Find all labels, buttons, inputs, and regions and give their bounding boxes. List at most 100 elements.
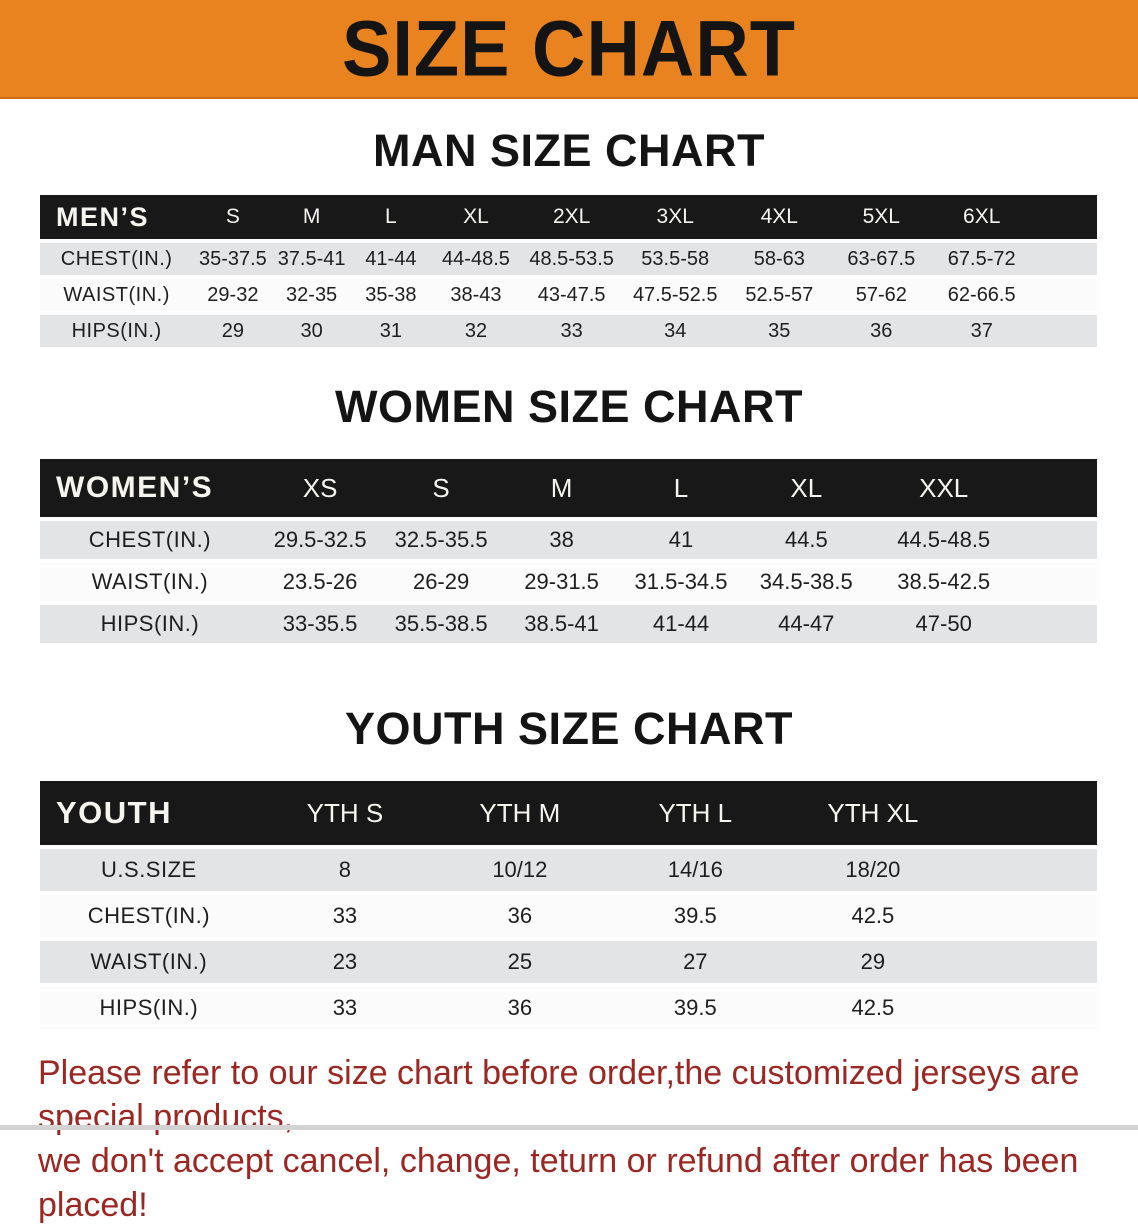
size-value: 30 <box>272 315 351 347</box>
row-label: WAIST(IN.) <box>40 941 258 983</box>
size-value: 31.5-34.5 <box>621 563 741 601</box>
size-value: 35-38 <box>350 279 432 311</box>
size-value: 8 <box>257 849 433 891</box>
spacer-cell <box>1031 195 1097 239</box>
size-value: 47.5-52.5 <box>622 279 729 311</box>
table-row: U.S.SIZE 8 10/12 14/16 18/20 <box>40 849 1097 891</box>
disclaimer-line: we don't accept cancel, change, teturn o… <box>38 1142 1079 1224</box>
size-chart-banner: SIZE CHART <box>0 0 1138 99</box>
row-label: CHEST(IN.) <box>40 521 260 559</box>
column-header: XL <box>431 195 521 239</box>
size-value: 41-44 <box>350 243 432 275</box>
column-header: L <box>350 195 432 239</box>
size-value: 41-44 <box>621 605 741 643</box>
row-label: HIPS(IN.) <box>40 605 260 643</box>
table-row: WAIST(IN.) 29-32 32-35 35-38 38-43 43-47.5 47.… <box>40 279 1097 311</box>
size-value: 29-32 <box>193 279 273 311</box>
size-value: 34 <box>622 315 729 347</box>
spacer-cell <box>1015 605 1097 643</box>
size-value: 38.5-41 <box>501 605 622 643</box>
size-value: 63-67.5 <box>830 243 933 275</box>
size-value: 38.5-42.5 <box>871 563 1016 601</box>
spacer-cell <box>1031 315 1097 347</box>
row-label: CHEST(IN.) <box>40 243 194 275</box>
order-disclaimer: Please refer to our size chart before or… <box>38 1051 1118 1227</box>
column-header: 5XL <box>830 195 933 239</box>
column-header: XS <box>259 459 381 517</box>
size-value: 29.5-32.5 <box>259 521 381 559</box>
size-value: 36 <box>432 895 608 937</box>
header-row: MEN’S S M L XL 2XL 3XL 4XL 5XL 6XL <box>40 195 1097 239</box>
size-value: 29 <box>783 941 963 983</box>
size-value: 62-66.5 <box>932 279 1032 311</box>
banner-title: SIZE CHART <box>342 4 796 93</box>
column-header: XL <box>740 459 872 517</box>
spacer-cell <box>962 781 1097 845</box>
table-title: YOUTH <box>40 781 258 845</box>
spacer-cell <box>1015 459 1097 517</box>
size-value: 47-50 <box>871 605 1016 643</box>
size-value: 52.5-57 <box>728 279 831 311</box>
column-header: YTH S <box>257 781 433 845</box>
row-label: CHEST(IN.) <box>40 895 258 937</box>
size-value: 39.5 <box>607 987 784 1029</box>
spacer-cell <box>1031 279 1097 311</box>
bottom-edge-strip <box>0 1125 1138 1130</box>
size-value: 25 <box>432 941 608 983</box>
column-header: 6XL <box>932 195 1032 239</box>
size-value: 35 <box>728 315 831 347</box>
row-label: HIPS(IN.) <box>40 315 194 347</box>
size-value: 38-43 <box>431 279 521 311</box>
size-value: 36 <box>432 987 608 1029</box>
youth-size-table-wrap: YOUTH YTH S YTH M YTH L YTH XL U.S.SIZE 8 10/1… <box>40 777 1097 1033</box>
size-value: 48.5-53.5 <box>520 243 623 275</box>
size-value: 33 <box>520 315 623 347</box>
men-section-heading: MAN SIZE CHART <box>373 125 765 176</box>
spacer-cell <box>1015 563 1097 601</box>
men-size-table: MEN’S S M L XL 2XL 3XL 4XL 5XL 6XL CHEST(IN.) 35-3… <box>40 191 1097 351</box>
column-header: 4XL <box>728 195 831 239</box>
column-header: 3XL <box>622 195 729 239</box>
disclaimer-line: Please refer to our size chart before or… <box>38 1054 1080 1136</box>
table-row: CHEST(IN.) 35-37.5 37.5-41 41-44 44-48.5 48.5… <box>40 243 1097 275</box>
size-value: 57-62 <box>830 279 933 311</box>
size-value: 29-31.5 <box>501 563 622 601</box>
header-row: YOUTH YTH S YTH M YTH L YTH XL <box>40 781 1097 845</box>
size-value: 27 <box>607 941 784 983</box>
column-header: XXL <box>871 459 1016 517</box>
size-value: 29 <box>193 315 273 347</box>
row-label: WAIST(IN.) <box>40 279 194 311</box>
spacer-cell <box>962 895 1097 937</box>
size-value: 42.5 <box>783 895 963 937</box>
youth-size-table: YOUTH YTH S YTH M YTH L YTH XL U.S.SIZE 8 10/1… <box>40 777 1097 1033</box>
women-size-table: WOMEN’S XS S M L XL XXL CHEST(IN.) 29.5-32.5 32.… <box>40 455 1097 647</box>
men-size-table-wrap: MEN’S S M L XL 2XL 3XL 4XL 5XL 6XL CHEST(IN.) 35-3… <box>40 191 1097 351</box>
table-row: HIPS(IN.) 33-35.5 35.5-38.5 38.5-41 41-44 44-… <box>40 605 1097 643</box>
column-header: S <box>380 459 502 517</box>
column-header: M <box>501 459 622 517</box>
youth-section-heading: YOUTH SIZE CHART <box>344 703 793 754</box>
column-header: L <box>621 459 741 517</box>
spacer-cell <box>962 941 1097 983</box>
size-value: 44.5-48.5 <box>871 521 1016 559</box>
column-header: YTH M <box>432 781 608 845</box>
table-row: WAIST(IN.) 23.5-26 26-29 29-31.5 31.5-34.5 34… <box>40 563 1097 601</box>
size-value: 26-29 <box>380 563 502 601</box>
size-value: 44.5 <box>740 521 872 559</box>
size-value: 33 <box>257 987 433 1029</box>
column-header: YTH XL <box>783 781 963 845</box>
spacer-cell <box>962 849 1097 891</box>
size-value: 23.5-26 <box>259 563 381 601</box>
header-row: WOMEN’S XS S M L XL XXL <box>40 459 1097 517</box>
spacer-cell <box>962 987 1097 1029</box>
column-header: YTH L <box>607 781 784 845</box>
row-label: WAIST(IN.) <box>40 563 260 601</box>
column-header: S <box>193 195 273 239</box>
size-value: 58-63 <box>728 243 831 275</box>
table-row: CHEST(IN.) 33 36 39.5 42.5 <box>40 895 1097 937</box>
spacer-cell <box>1031 243 1097 275</box>
size-value: 43-47.5 <box>520 279 623 311</box>
size-value: 33 <box>257 895 433 937</box>
table-row: HIPS(IN.) 33 36 39.5 42.5 <box>40 987 1097 1029</box>
table-row: CHEST(IN.) 29.5-32.5 32.5-35.5 38 41 44.5 44.5… <box>40 521 1097 559</box>
